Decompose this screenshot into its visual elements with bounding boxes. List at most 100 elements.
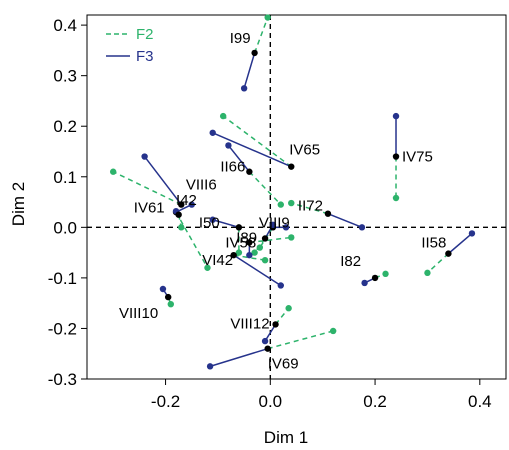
legend-label-f2: F2 <box>136 26 154 43</box>
center-point <box>272 321 279 328</box>
f3-point <box>159 285 167 293</box>
f2-point <box>382 270 389 278</box>
center-point <box>178 201 185 208</box>
center-point <box>164 293 172 301</box>
f3-point <box>282 224 290 231</box>
f3-point <box>277 282 284 289</box>
f3-segment <box>227 144 250 173</box>
f2-segment <box>267 330 334 350</box>
point-label: II66 <box>220 159 245 176</box>
center-point <box>288 163 295 170</box>
y-axis-title: Dim 2 <box>9 182 28 226</box>
f3-segment <box>212 219 240 229</box>
f3-point <box>188 201 195 208</box>
f3-segment <box>144 156 182 206</box>
f3-point <box>361 279 368 287</box>
f2-segment <box>175 211 209 269</box>
point-label: VIII6 <box>186 177 217 194</box>
point-label: II72 <box>298 198 323 215</box>
f2-point <box>109 168 117 175</box>
f2-point <box>256 244 264 251</box>
f2-segment <box>249 236 292 244</box>
f2-segment <box>426 253 449 274</box>
point-label: VIII9 <box>259 214 290 231</box>
center-point <box>230 251 237 259</box>
y-tick-label: 0.2 <box>53 117 77 136</box>
f3-point <box>209 129 216 136</box>
point-label: VIII12 <box>230 315 269 332</box>
x-tick-label: 0.0 <box>258 392 282 411</box>
point-label: IV61 <box>134 200 165 217</box>
point-label: IV58 <box>225 235 256 252</box>
f3-point <box>225 142 232 149</box>
f3-segment <box>243 52 256 89</box>
y-tick-label: 0.4 <box>53 16 77 35</box>
f2-segment <box>253 17 269 54</box>
center-point <box>392 153 400 160</box>
center-point <box>261 235 269 242</box>
center-point <box>264 345 271 352</box>
x-tick-label: -0.2 <box>151 392 180 411</box>
f2-point <box>424 269 431 277</box>
f3-point <box>261 337 269 345</box>
f3-segment <box>327 212 363 229</box>
plot-frame <box>86 14 507 380</box>
f2-segment <box>291 202 329 215</box>
f3-point <box>269 221 277 229</box>
center-point <box>175 211 182 218</box>
point-label: II58 <box>421 235 446 252</box>
f2-point <box>288 199 295 207</box>
f2-segment <box>248 171 282 206</box>
point-label: I50 <box>199 214 220 231</box>
y-tick-label: 0.0 <box>53 218 77 237</box>
center-point <box>235 224 243 231</box>
center-point <box>371 274 379 282</box>
point-label: I99 <box>230 30 251 47</box>
x-tick-label: 0.2 <box>363 392 387 411</box>
f2-point <box>167 300 174 308</box>
f2-point <box>204 264 211 271</box>
f3-segment <box>233 254 282 287</box>
f2-point <box>277 201 284 208</box>
point-label: IV65 <box>289 142 320 159</box>
f3-point <box>468 230 476 237</box>
f3-segment <box>209 347 268 368</box>
f2-point <box>392 194 400 202</box>
f3-segment <box>212 132 292 168</box>
f2-point <box>264 14 271 21</box>
f3-segment <box>264 324 277 342</box>
x-axis-title: Dim 1 <box>264 428 308 447</box>
center-point <box>324 210 332 217</box>
f2-point <box>235 249 243 256</box>
f3-segment <box>447 232 473 255</box>
point-label: VI42 <box>202 252 233 269</box>
y-tick-label: -0.1 <box>48 269 77 288</box>
f2-segment <box>112 171 182 206</box>
y-tick-label: 0.1 <box>53 168 77 187</box>
f2-point <box>251 249 258 256</box>
point-label: I42 <box>176 192 197 209</box>
y-tick-label: 0.3 <box>53 67 77 86</box>
f2-point <box>285 305 292 312</box>
point-label: I82 <box>340 253 361 270</box>
f2-point <box>288 234 295 241</box>
x-tick-label: 0.4 <box>468 392 492 411</box>
f2-point <box>178 224 185 231</box>
point-label: I89 <box>236 229 257 246</box>
f2-point <box>329 327 337 335</box>
center-point <box>251 49 258 57</box>
point-label: VIII10 <box>119 305 158 322</box>
f3-point <box>358 224 366 231</box>
legend-label-f3: F3 <box>136 48 154 65</box>
f3-point <box>206 363 214 370</box>
f2-segment <box>274 307 290 325</box>
f2-point <box>219 112 227 120</box>
f3-point <box>246 251 253 259</box>
point-label: IV75 <box>402 149 433 166</box>
y-tick-label: -0.3 <box>48 370 77 389</box>
center-point <box>445 250 452 257</box>
f3-point <box>240 85 248 92</box>
point-label: IV69 <box>268 356 299 373</box>
center-point <box>246 239 253 246</box>
